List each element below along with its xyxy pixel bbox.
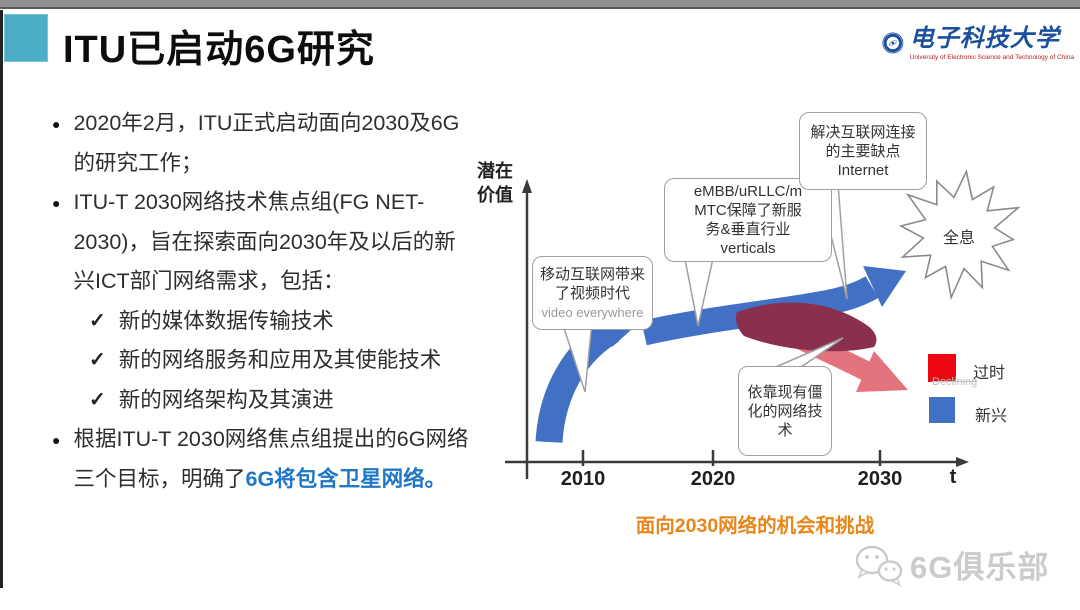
bullet-item: ● 2020年2月，ITU正式启动面向2030及6G的研究工作； <box>52 104 472 183</box>
university-logo: 电子科技大学 University of Electronic Science … <box>882 18 1074 68</box>
check-item-label: 新的网络架构及其演进 <box>118 387 334 412</box>
x-axis-arrow-icon <box>956 457 969 467</box>
check-list: ✓ 新的媒体数据传输技术 ✓ 新的网络服务和应用及其使能技术 ✓ 新的网络架构及… <box>89 302 472 421</box>
check-icon: ✓ <box>89 349 106 371</box>
legend-ghost-declining: Declining <box>932 376 978 388</box>
check-item: ✓ 新的媒体数据传输技术 <box>89 302 472 342</box>
watermark: 6G俱乐部 <box>852 542 1049 587</box>
legend-swatch-declining <box>928 354 956 382</box>
bullet-item: ● ITU-T 2030网络技术焦点组(FG NET-2030)，旨在探索面向2… <box>52 183 472 302</box>
legend-label-emerging: 新兴 <box>975 408 1008 425</box>
legend-label-declining: 过时 <box>973 365 1006 382</box>
bullet-text: ITU-T 2030网络技术焦点组(FG NET-2030)，旨在探索面向203… <box>73 190 456 293</box>
declining-arrow-head <box>856 351 908 392</box>
callout-legacy-network: 依靠现有僵 化的网络技 术 <box>738 366 832 456</box>
check-item-label: 新的网络服务和应用及其使能技术 <box>118 348 442 372</box>
callout-mobile-internet: 移动互联网带来 了视频时代 video everywhere <box>532 256 653 330</box>
university-name-english: University of Electronic Science and Tec… <box>909 54 1074 61</box>
y-axis-arrow-icon <box>522 179 532 193</box>
emerging-arrow-early <box>535 318 620 444</box>
bullet-icon: ● <box>52 432 61 448</box>
highlight-text: 6G将包含卫星网络。 <box>245 466 447 491</box>
bullet-icon: ● <box>52 116 61 132</box>
y-axis-label: 潜在 价值 <box>477 161 513 205</box>
left-edge-strip <box>0 10 3 588</box>
university-name: 电子科技大学 <box>909 23 1060 52</box>
tick-label-2030: 2030 <box>857 468 903 490</box>
university-emblem-icon <box>882 32 904 54</box>
callout-embb-urllc-mmtc: eMBB/uRLLC/m MTC保障了新服 务&垂直行业 verticals <box>664 178 832 262</box>
starburst-label: 全息 <box>942 230 975 247</box>
check-item-label: 新的媒体数据传输技术 <box>118 308 334 333</box>
bullet-text: 根据ITU-T 2030网络焦点组提出的6G网络三个目标，明确了6G将包含卫星网… <box>73 420 472 499</box>
bullet-item: ● 根据ITU-T 2030网络焦点组提出的6G网络三个目标，明确了6G将包含卫… <box>52 420 472 499</box>
check-item: ✓ 新的网络架构及其演进 <box>89 381 472 421</box>
page-title: ITU已启动6G研究 <box>63 29 375 71</box>
bullet-icon: ● <box>52 195 61 211</box>
x-axis-label: t <box>949 466 957 488</box>
top-border-bar <box>0 0 1080 9</box>
tick-label-2020: 2020 <box>690 468 736 490</box>
check-item: ✓ 新的网络服务和应用及其使能技术 <box>89 341 472 381</box>
diagram-caption: 面向2030网络的机会和挑战 <box>635 515 875 537</box>
watermark-text: 6G俱乐部 <box>910 550 1050 585</box>
title-accent-square <box>4 14 48 62</box>
transition-ribbon <box>735 302 877 352</box>
check-icon: ✓ <box>89 309 106 332</box>
bullet-text-prefix: 根据ITU-T 2030网络焦点组提出的6G网络三个目标，明确了 <box>73 427 469 491</box>
emerging-arrow-head <box>863 266 906 307</box>
starburst-shape <box>898 168 1021 301</box>
tick-label-2010: 2010 <box>560 468 606 490</box>
bullet-text: 2020年2月，ITU正式启动面向2030及6G的研究工作； <box>73 111 460 175</box>
wechat-icon <box>855 545 903 587</box>
legend-swatch-emerging <box>929 397 955 423</box>
callout-internet-drawbacks: 解决互联网连接 的主要缺点 Internet <box>799 112 927 190</box>
bullet-list: ● 2020年2月，ITU正式启动面向2030及6G的研究工作； ● ITU-T… <box>52 104 472 499</box>
check-icon: ✓ <box>89 388 106 411</box>
